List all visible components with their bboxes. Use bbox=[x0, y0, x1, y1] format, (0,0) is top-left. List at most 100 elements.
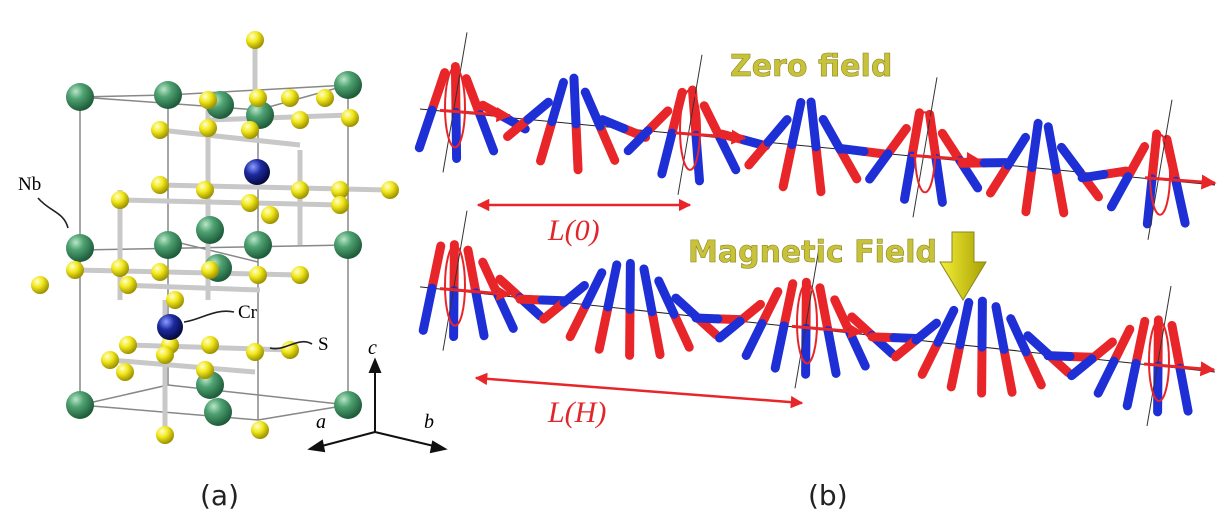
axis-c: c bbox=[368, 337, 377, 359]
nb-atom bbox=[66, 391, 94, 419]
nb-atom bbox=[204, 398, 232, 426]
s-atom bbox=[201, 336, 219, 354]
spin-blue bbox=[662, 133, 672, 174]
label-cr: Cr bbox=[238, 302, 258, 323]
spin-red bbox=[820, 288, 828, 331]
s-atom bbox=[381, 181, 399, 199]
spin-blue bbox=[850, 333, 865, 366]
spin-red bbox=[1056, 170, 1064, 213]
spin-blue bbox=[1111, 177, 1128, 207]
s-atom bbox=[151, 121, 169, 139]
spin-red bbox=[704, 106, 720, 138]
spin-blue bbox=[1048, 356, 1070, 357]
spin-red bbox=[576, 124, 578, 170]
spin-blue bbox=[1061, 147, 1080, 172]
spin-blue bbox=[585, 92, 600, 126]
bond bbox=[120, 200, 340, 205]
spin-blue bbox=[552, 82, 563, 121]
s-atom bbox=[281, 89, 299, 107]
s-atom bbox=[111, 259, 129, 277]
spin-red bbox=[1026, 168, 1032, 212]
s-atom bbox=[101, 351, 119, 369]
spin-blue bbox=[792, 102, 801, 144]
spin-blue bbox=[1176, 181, 1185, 223]
s-atom bbox=[119, 336, 137, 354]
period-label: L(0) bbox=[547, 214, 600, 247]
s-atom bbox=[241, 194, 259, 212]
spin-red bbox=[455, 67, 456, 113]
spin-blue bbox=[476, 293, 484, 336]
spin-red bbox=[468, 250, 476, 293]
bond bbox=[160, 130, 300, 145]
nb-atom bbox=[154, 231, 182, 259]
spin-blue bbox=[842, 149, 864, 152]
s-atom bbox=[261, 206, 279, 224]
spin-red bbox=[600, 126, 615, 160]
caption-a: (a) bbox=[200, 479, 239, 512]
spin-blue bbox=[1082, 174, 1104, 177]
spin-red bbox=[816, 147, 821, 192]
spin-blue bbox=[996, 307, 1004, 350]
spin-blue bbox=[1180, 368, 1188, 411]
spin-blue bbox=[574, 78, 576, 124]
spin-blue bbox=[644, 269, 652, 312]
s-atom bbox=[316, 89, 334, 107]
spin-red bbox=[1167, 139, 1176, 181]
label-nb: Nb bbox=[18, 174, 41, 195]
spin-blue bbox=[1008, 137, 1026, 165]
cr-atom bbox=[157, 314, 183, 340]
s-atom bbox=[249, 266, 267, 284]
spin-red bbox=[652, 312, 660, 355]
s-atom bbox=[199, 119, 217, 137]
s-atom bbox=[291, 181, 309, 199]
spin-blue bbox=[775, 326, 784, 368]
bond bbox=[120, 285, 260, 290]
spin-blue bbox=[419, 110, 432, 148]
spin-red bbox=[888, 128, 906, 153]
s-atom bbox=[31, 276, 49, 294]
s-atom bbox=[291, 266, 309, 284]
spin-red bbox=[762, 292, 778, 324]
s-atom bbox=[151, 176, 169, 194]
spin-helix bbox=[419, 32, 1215, 426]
field-arrow bbox=[940, 232, 986, 300]
spin-blue bbox=[676, 298, 696, 316]
spin-red bbox=[922, 342, 938, 374]
spin-red bbox=[541, 122, 552, 161]
crystal-structure bbox=[31, 31, 399, 444]
spin-blue bbox=[960, 303, 969, 345]
title-magnetic-field: Magnetic Field bbox=[688, 235, 937, 270]
spin-blue bbox=[608, 265, 617, 307]
spin-blue bbox=[1028, 336, 1048, 354]
axis-b: b bbox=[424, 411, 434, 433]
label-s: S bbox=[318, 334, 329, 355]
spin-blue bbox=[696, 318, 718, 319]
nb-atom bbox=[244, 231, 272, 259]
spin-red bbox=[1136, 321, 1145, 363]
spin-red bbox=[784, 284, 793, 326]
spin-blue bbox=[1127, 364, 1136, 406]
s-atom bbox=[119, 276, 137, 294]
pointer bbox=[38, 198, 68, 228]
spin-red bbox=[1128, 147, 1145, 177]
spin-red bbox=[951, 345, 960, 387]
s-atom bbox=[166, 291, 184, 309]
figure: Nb Cr S c a b Zero field Magnetic Field … bbox=[0, 0, 1228, 520]
caption-b: (b) bbox=[808, 479, 848, 512]
spin-red bbox=[570, 305, 586, 337]
spin-red bbox=[783, 145, 792, 187]
spin-blue bbox=[480, 115, 494, 151]
spin-red bbox=[1172, 325, 1180, 368]
s-atom bbox=[66, 261, 84, 279]
spin-blue bbox=[936, 158, 942, 202]
spin-blue bbox=[528, 102, 548, 119]
spin-blue bbox=[811, 102, 816, 147]
spin-red bbox=[1114, 329, 1130, 361]
s-atom bbox=[246, 343, 264, 361]
axis-a: a bbox=[316, 411, 326, 433]
s-atom bbox=[291, 111, 309, 129]
s-atom bbox=[251, 421, 269, 439]
s-atom bbox=[249, 89, 267, 107]
spin-red bbox=[1026, 352, 1041, 385]
nb-atom bbox=[66, 83, 94, 111]
